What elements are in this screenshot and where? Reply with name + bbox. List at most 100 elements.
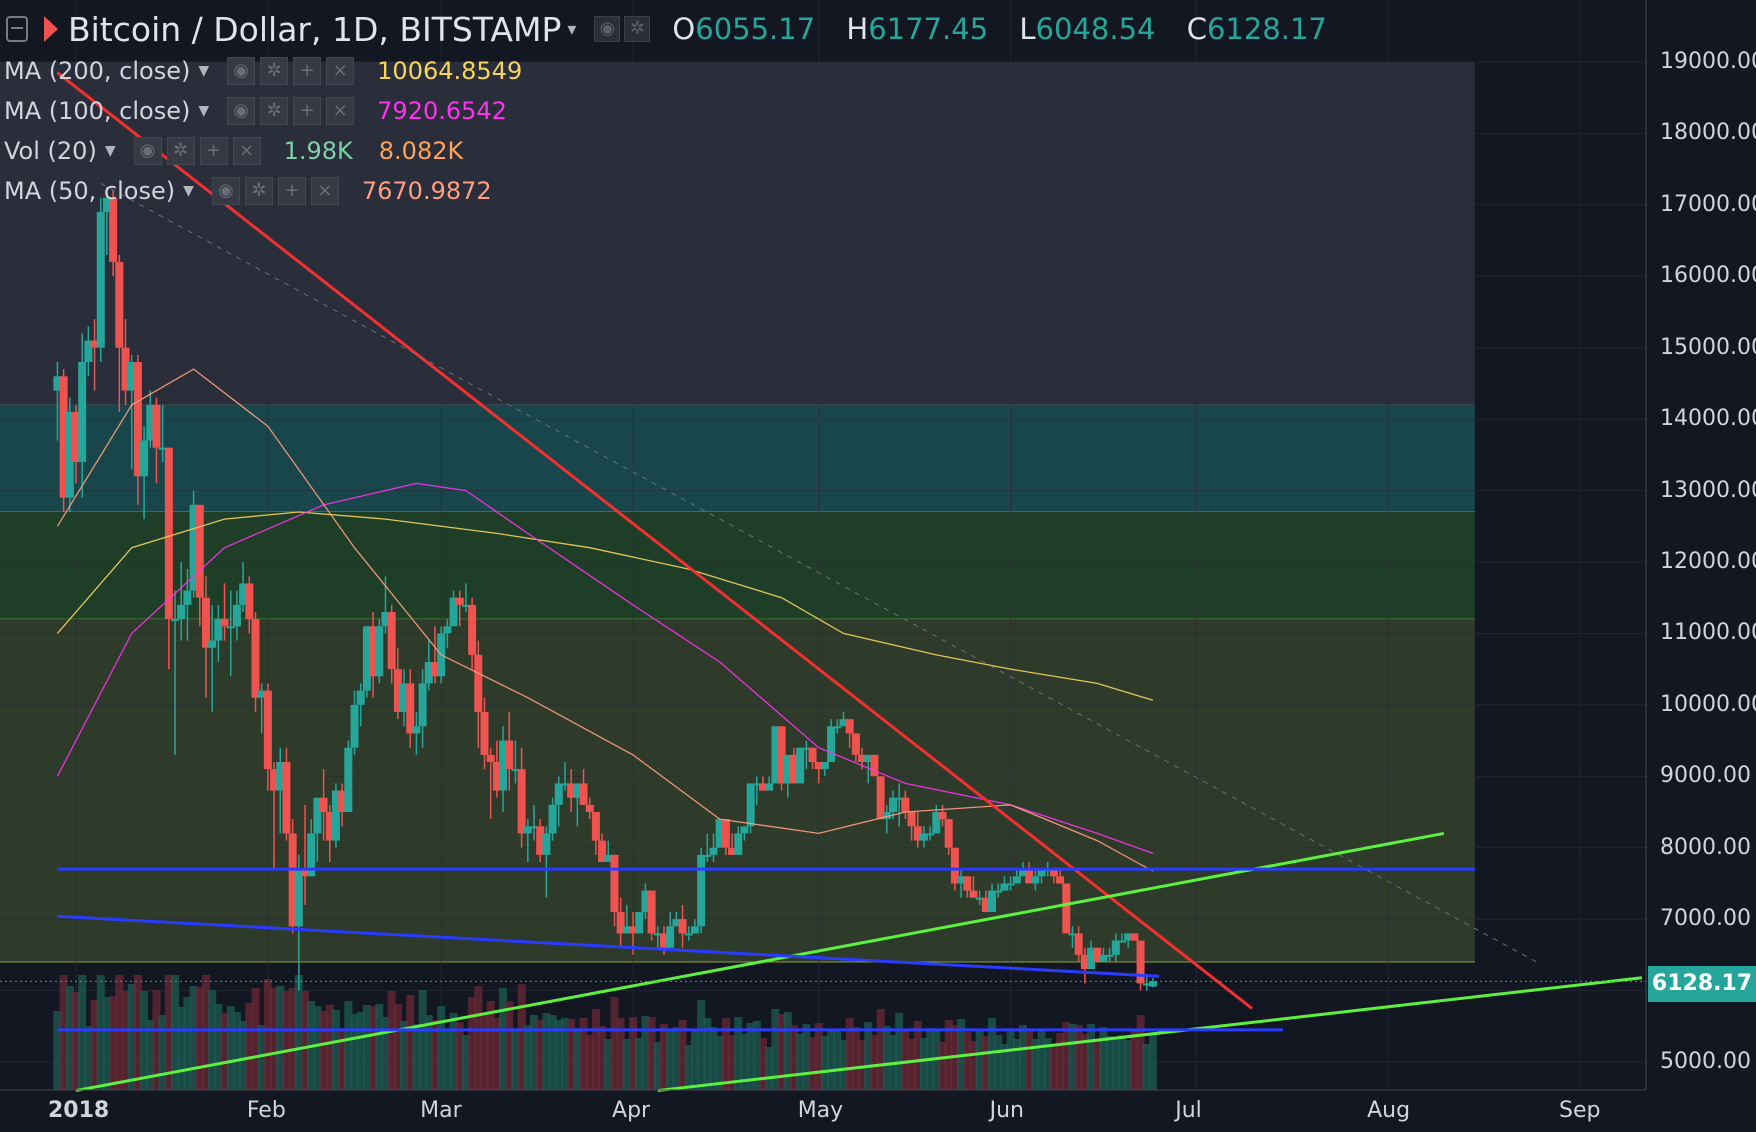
plus-icon[interactable]: + [293, 97, 322, 125]
volume-bar [171, 975, 180, 1090]
candle [331, 783, 340, 848]
candle-body [598, 840, 607, 862]
candle [703, 833, 712, 862]
eye-icon[interactable]: ◉ [227, 97, 256, 125]
candle [1000, 876, 1009, 891]
candle-body [907, 812, 916, 827]
close-icon[interactable]: × [326, 57, 355, 85]
candle [734, 826, 743, 855]
trendlines[interactable] [56, 71, 1643, 1093]
candle [814, 762, 823, 784]
chevron-down-icon[interactable]: ▼ [198, 103, 210, 119]
candle [523, 819, 532, 862]
indicator-ma50[interactable]: MA (50, close) ▼ ◉ ✲ + × 7670.9872 [4, 172, 492, 210]
candle-body [164, 447, 173, 620]
candle [1062, 883, 1071, 934]
volume-bar [301, 991, 310, 1090]
candle-body [882, 812, 891, 820]
volume-bar [455, 1022, 464, 1090]
candle [164, 447, 173, 670]
candle-body [1117, 940, 1126, 943]
indicator-volume[interactable]: Vol (20) ▼ ◉ ✲ + × 1.98K 8.082K [4, 132, 463, 170]
gear-icon[interactable]: ✲ [166, 137, 195, 165]
candle-body [759, 783, 768, 791]
candle [109, 190, 118, 277]
candle [833, 719, 842, 734]
chevron-down-icon[interactable]: ▾ [567, 18, 577, 40]
eye-icon[interactable]: ◉ [133, 137, 162, 165]
plus-icon[interactable]: + [199, 137, 228, 165]
volume-bar [765, 1047, 774, 1090]
volume-bar [690, 1031, 699, 1090]
moving-average-line [56, 511, 1154, 701]
volume-bar [226, 1006, 235, 1090]
close-icon[interactable]: × [232, 137, 261, 165]
candle [919, 826, 928, 848]
candle [480, 697, 489, 770]
volume-bar [418, 990, 427, 1090]
collapse-icon[interactable] [6, 16, 28, 42]
chevron-down-icon[interactable]: ▼ [104, 143, 116, 159]
candle-body [152, 404, 161, 448]
candle-body [678, 919, 687, 934]
candle-body [629, 926, 638, 934]
eye-icon[interactable]: ◉ [227, 57, 256, 85]
volume-bar [430, 1020, 439, 1090]
volume-bar [1049, 1047, 1058, 1090]
price-tick-label: 5000.00 [1660, 1049, 1751, 1074]
volume-bar [486, 1001, 495, 1090]
volume-bar [133, 975, 142, 1090]
volume-bar [548, 1015, 557, 1090]
volume-bar [331, 1010, 340, 1090]
candle-body [808, 747, 817, 762]
volume-bar [647, 1017, 656, 1090]
candle [641, 883, 650, 920]
volume-bar [1105, 1036, 1114, 1090]
volume-bar [579, 1018, 588, 1090]
indicator-value-ma: 8.082K [378, 137, 464, 165]
flag-icon[interactable] [44, 16, 58, 42]
eye-icon[interactable]: ◉ [594, 16, 621, 42]
high-key: H [846, 12, 869, 46]
indicator-name[interactable]: MA (50, close) [4, 177, 176, 205]
gear-icon[interactable]: ✲ [260, 97, 289, 125]
candle [301, 804, 310, 905]
gear-icon[interactable]: ✲ [260, 57, 289, 85]
volume-bar [499, 988, 508, 1090]
candlesticks[interactable] [53, 187, 1157, 991]
indicator-name[interactable]: MA (200, close) [4, 57, 191, 85]
volume-bar [895, 1013, 904, 1090]
close-icon[interactable]: × [326, 97, 355, 125]
indicator-name[interactable]: Vol (20) [4, 137, 97, 165]
indicator-name[interactable]: MA (100, close) [4, 97, 191, 125]
volume-bar [412, 1024, 421, 1090]
gear-icon[interactable]: ✲ [624, 16, 651, 42]
symbol-title[interactable]: Bitcoin / Dollar, 1D, BITSTAMP [68, 9, 562, 49]
candle [981, 890, 990, 912]
indicator-ma100[interactable]: MA (100, close) ▼ ◉ ✲ + × 7920.6542 [4, 92, 507, 130]
low-value: 6048.54 [1035, 12, 1156, 46]
plus-icon[interactable]: + [277, 177, 306, 205]
chevron-down-icon[interactable]: ▼ [198, 63, 210, 79]
eye-icon[interactable]: ◉ [211, 177, 240, 205]
candle [802, 740, 811, 770]
candle-body [765, 783, 774, 791]
volume-bar [728, 1035, 737, 1090]
candle [517, 747, 526, 848]
volume-bar [969, 1041, 978, 1090]
candle-body [492, 762, 501, 791]
plus-icon[interactable]: + [293, 57, 322, 85]
volume-bar [257, 1025, 266, 1090]
volume-bar [1056, 1033, 1065, 1090]
chevron-down-icon[interactable]: ▼ [183, 183, 194, 199]
indicator-ma200[interactable]: MA (200, close) ▼ ◉ ✲ + × 10064.8549 [4, 52, 522, 90]
volume-bar [783, 1012, 792, 1090]
candle [195, 504, 204, 627]
candle-body [585, 804, 594, 812]
gear-icon[interactable]: ✲ [244, 177, 273, 205]
volume-bar [851, 1027, 860, 1090]
candle-body [1074, 933, 1083, 955]
close-icon[interactable]: × [310, 177, 339, 205]
volume-bar [164, 975, 173, 1090]
